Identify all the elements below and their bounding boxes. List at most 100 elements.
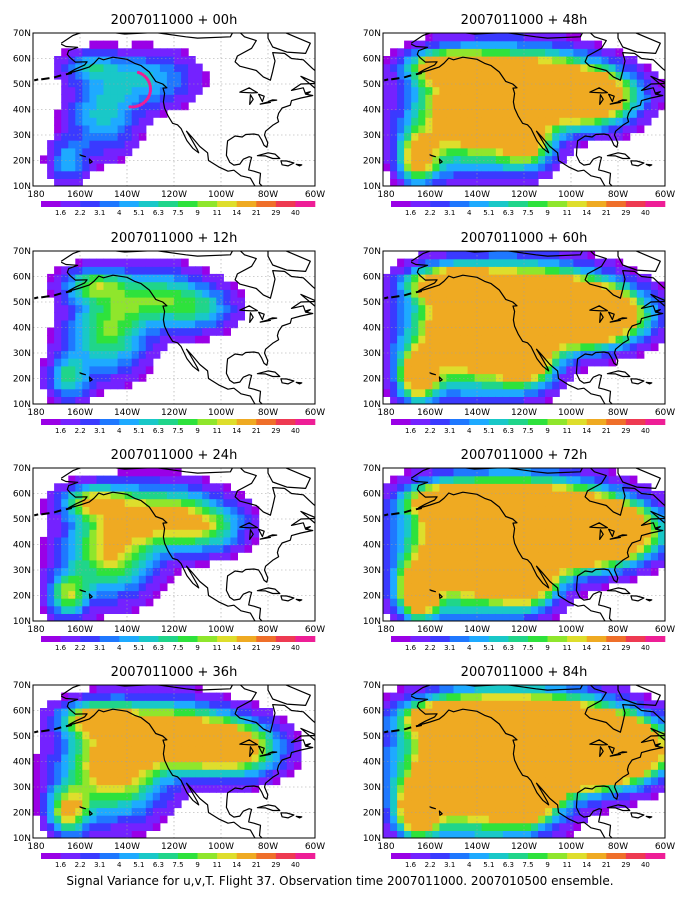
island <box>645 381 653 385</box>
variance-cell <box>594 776 603 786</box>
island <box>617 468 661 489</box>
variance-cell <box>622 475 631 484</box>
variance-cell <box>40 761 48 770</box>
variance-cell <box>159 792 168 801</box>
variance-cell <box>124 769 133 778</box>
variance-cell <box>174 258 182 267</box>
variance-cell <box>453 327 462 336</box>
observation-point <box>130 105 135 109</box>
colorbar-segment <box>217 853 238 859</box>
variance-cell <box>96 582 105 592</box>
variance-cell <box>467 708 476 717</box>
island <box>429 372 436 376</box>
variance-cell <box>587 281 596 290</box>
variance-cell <box>531 483 539 492</box>
variance-cell <box>390 784 398 793</box>
variance-cell <box>33 784 41 793</box>
variance-cell <box>425 251 433 260</box>
variance-cell <box>552 784 560 793</box>
colorbar-segment <box>138 853 159 859</box>
variance-cell <box>474 815 483 824</box>
variance-cell <box>159 815 168 824</box>
variance-cell <box>418 784 426 793</box>
variance-cell <box>552 598 560 607</box>
variance-cell <box>68 513 76 523</box>
variance-cell <box>404 590 412 599</box>
variance-cell <box>439 163 447 172</box>
variance-cell <box>601 48 610 57</box>
variance-cell <box>658 506 665 515</box>
variance-cell <box>601 296 610 306</box>
variance-cell <box>82 738 90 747</box>
variance-cell <box>580 498 588 507</box>
variance-cell <box>40 365 48 375</box>
variance-cell <box>75 273 83 283</box>
variance-cell <box>517 71 525 80</box>
variance-cell <box>110 598 119 607</box>
variance-cell <box>159 761 168 770</box>
variance-cell <box>131 746 140 755</box>
colorbar-segment <box>625 419 646 425</box>
variance-cell <box>467 78 476 88</box>
variance-cell <box>103 799 112 809</box>
variance-cell <box>453 799 462 809</box>
variance-cell <box>209 692 217 701</box>
variance-cell <box>166 48 175 57</box>
variance-cell <box>425 730 433 740</box>
variance-cell <box>82 506 90 515</box>
variance-cell <box>467 396 476 404</box>
variance-cell <box>166 715 175 724</box>
variance-cell <box>383 506 391 515</box>
variance-cell <box>237 723 245 732</box>
variance-cell <box>545 475 553 484</box>
variance-cell <box>383 289 391 298</box>
variance-cell <box>89 381 97 390</box>
colorbar-label: 2.2 <box>425 644 436 652</box>
colorbar-segment <box>138 636 159 642</box>
variance-cell <box>293 738 302 747</box>
island <box>429 589 436 593</box>
variance-cell <box>209 730 217 740</box>
variance-cell <box>643 342 652 352</box>
variance-cell <box>188 63 196 72</box>
variance-cell <box>82 513 90 523</box>
great-lake <box>239 87 258 94</box>
variance-cell <box>439 40 447 49</box>
variance-cell <box>601 483 610 492</box>
variance-cell <box>474 475 483 484</box>
colorbar-segment <box>528 636 548 642</box>
variance-cell <box>383 498 391 507</box>
variance-cell <box>383 78 391 88</box>
variance-cell <box>432 163 440 172</box>
variance-cell <box>411 490 419 500</box>
variance-cell <box>188 266 196 275</box>
variance-cell <box>251 753 260 763</box>
west-coastline <box>410 43 607 186</box>
variance-cell <box>538 388 546 397</box>
variance-cell <box>397 109 405 118</box>
variance-cell <box>552 33 560 42</box>
variance-cell <box>138 373 147 382</box>
variance-cell <box>181 319 189 329</box>
variance-cell <box>566 792 574 801</box>
variance-cell <box>103 312 112 321</box>
variance-cell <box>75 296 83 306</box>
variance-cell <box>117 807 126 816</box>
variance-cell <box>502 761 511 770</box>
colorbar-segment <box>391 419 411 425</box>
variance-cell <box>131 536 140 546</box>
variance-cell <box>397 266 405 275</box>
variance-cell <box>460 753 469 763</box>
variance-cell <box>124 266 133 275</box>
variance-cell <box>202 715 210 724</box>
variance-cell <box>124 358 133 367</box>
variance-cell <box>425 475 433 484</box>
variance-cell <box>509 147 518 157</box>
variance-cell <box>432 327 440 336</box>
variance-cell <box>61 71 69 80</box>
variance-cell <box>453 605 462 614</box>
variance-cell <box>446 40 454 49</box>
variance-cell <box>502 312 511 321</box>
variance-cell <box>159 723 168 732</box>
variance-cell <box>439 582 447 592</box>
